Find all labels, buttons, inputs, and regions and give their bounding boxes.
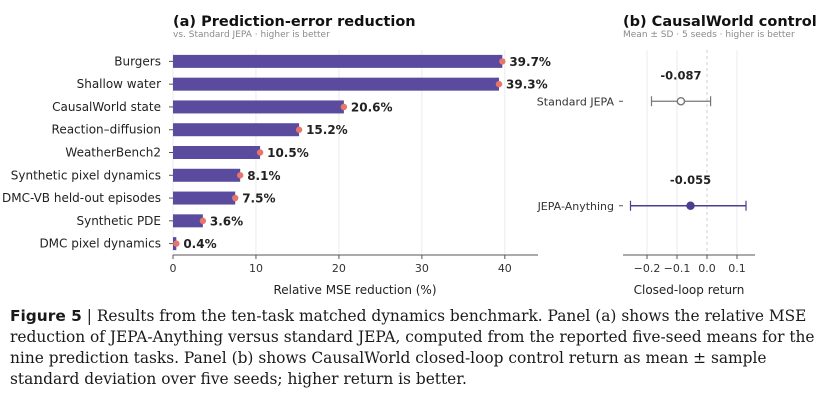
panel-a-axis: 0 10 20 30 40 Burgers Shallow water CausalWorld… [2, 54, 538, 275]
mean-point [686, 201, 695, 210]
category-label: Synthetic PDE [76, 214, 161, 228]
mean-label: -0.087 [660, 68, 701, 82]
category-label: DMC-VB held-out episodes [2, 191, 161, 205]
bar [173, 191, 236, 205]
bar [173, 77, 500, 91]
bar [173, 54, 503, 68]
value-label: 3.6% [210, 214, 243, 228]
category-label: Reaction–diffusion [52, 123, 161, 137]
mean-point [676, 96, 686, 106]
category-label: DMC pixel dynamics [39, 237, 161, 251]
value-label: 20.6% [351, 100, 393, 114]
category-label: WeatherBench2 [65, 146, 161, 160]
bar-end-marker [256, 149, 264, 156]
x-tick-label: 20 [332, 262, 346, 275]
figure-caption: Figure 5 | Results from the ten-task mat… [10, 306, 822, 390]
bar [173, 123, 300, 137]
panel-b-title: (b) CausalWorld control [623, 14, 817, 30]
x-tick-label: −0.1 [664, 262, 691, 275]
panel-a-subtitle: vs. Standard JEPA · higher is better [173, 30, 330, 40]
bar-end-marker [295, 126, 303, 133]
x-tick-label: 30 [415, 262, 429, 275]
bar [173, 168, 241, 182]
bar-end-marker [340, 103, 348, 111]
value-label: 8.1% [247, 169, 280, 183]
bar-end-marker [199, 217, 207, 225]
panel-b-points: -0.087 -0.055 [629, 68, 747, 211]
category-label: Standard JEPA [537, 95, 615, 108]
panel-b-axis: −0.2 −0.1 0.0 0.1 Standard JEPA JEPA-Anything [537, 95, 755, 275]
x-tick-label: 0.0 [698, 262, 716, 275]
x-tick-label: 0 [170, 262, 177, 275]
category-label: CausalWorld state [52, 100, 161, 114]
panel-a-title: (a) Prediction-error reduction [173, 14, 416, 30]
bar [173, 146, 261, 159]
bar [173, 214, 203, 228]
panel-b-xlabel: Closed-loop return [634, 283, 745, 297]
figure: (a) Prediction-error reduction vs. Stand… [2, 14, 817, 297]
caption-label: Figure 5 [10, 307, 82, 325]
panel-a-bars: 39.7% 39.3% 20.6%15.2% 10.5% 8.1% 7.5% 3.6% 0.4… [173, 55, 551, 251]
bar-end-marker [236, 172, 244, 179]
value-label: 15.2% [306, 123, 348, 137]
bar-end-marker [173, 240, 180, 247]
panel-a: (a) Prediction-error reduction vs. Stand… [2, 14, 551, 297]
bar-end-marker [232, 194, 239, 202]
caption-text: | Results from the ten-task matched dyna… [10, 307, 815, 388]
bar [173, 100, 344, 114]
value-label: 39.3% [506, 78, 548, 92]
panel-b-subtitle: Mean ± SD · 5 seeds · higher is better [623, 30, 795, 40]
mean-label: -0.055 [670, 173, 711, 187]
bar-end-marker [499, 58, 506, 65]
panel-a-xlabel: Relative MSE reduction (%) [273, 283, 436, 297]
x-tick-label: 40 [498, 262, 512, 275]
category-label: Shallow water [77, 77, 161, 91]
value-label: 0.4% [183, 237, 216, 251]
category-label: Burgers [114, 54, 161, 68]
x-tick-label: 0.1 [728, 262, 746, 275]
panel-b-grid [646, 50, 738, 255]
value-label: 39.7% [509, 55, 551, 69]
bar-end-marker [495, 80, 503, 88]
category-label: JEPA-Anything [537, 200, 614, 213]
value-label: 10.5% [267, 146, 309, 160]
panel-b: (b) CausalWorld control Mean ± SD · 5 se… [537, 14, 817, 297]
x-tick-label: 10 [249, 262, 263, 275]
x-tick-label: −0.2 [634, 262, 661, 275]
value-label: 7.5% [242, 192, 275, 206]
category-label: Synthetic pixel dynamics [11, 168, 161, 182]
